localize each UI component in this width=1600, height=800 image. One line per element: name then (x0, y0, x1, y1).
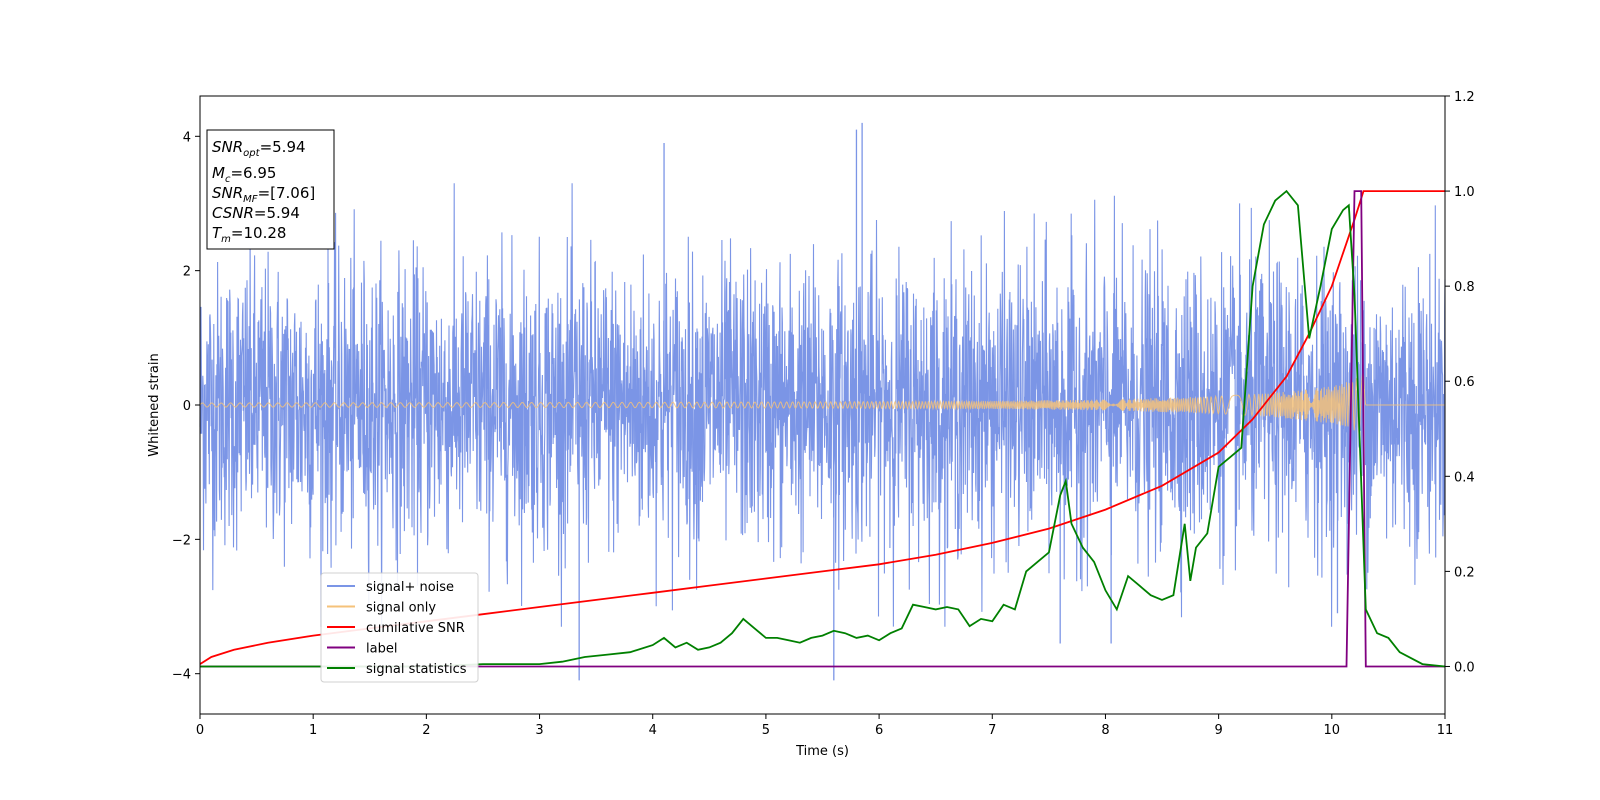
x-tick-label: 5 (762, 723, 770, 738)
info-box-frame (206, 129, 335, 250)
x-tick-label: 8 (1101, 723, 1109, 738)
axes: 0 1 2 3 4 5 6 7 8 9 10 11 −4 −2 0 2 4 0.0 0.2 0.4 0.6 0.8 1.0 1… (172, 90, 1475, 738)
x-tick-label: 9 (1214, 723, 1222, 738)
y-axis-label-left: Whitened strain (147, 353, 162, 456)
x-tick-label: 10 (1324, 723, 1341, 738)
x-tick-label: 4 (649, 723, 657, 738)
x-tick-label: 6 (875, 723, 883, 738)
y-right-tick-label: 0.2 (1454, 565, 1475, 580)
y-left-tick-label: 2 (183, 265, 191, 280)
legend-label: signal+ noise (366, 580, 454, 595)
legend-frame (320, 572, 479, 683)
label-line (200, 190, 1445, 668)
signal-noise-series (199, 122, 1446, 681)
signal-only-line (199, 372, 1445, 434)
y-right-tick-label: 1.0 (1454, 185, 1475, 200)
legend-label: label (366, 642, 397, 657)
x-tick-label: 2 (422, 723, 430, 738)
x-tick-label: 11 (1437, 723, 1454, 738)
legend-label: cumilative SNR (366, 621, 465, 636)
y-left-tick-label: −4 (172, 668, 191, 683)
legend-label: signal only (366, 601, 436, 616)
y-right-tick-label: 0.8 (1454, 280, 1475, 295)
legend: signal+ noise signal only cumilative SNR la… (320, 572, 479, 683)
signal-only-series (199, 372, 1445, 434)
signal-noise-line (199, 183, 1446, 627)
signal-statistics-line (200, 189, 1446, 668)
y-left-tick-label: −2 (172, 533, 191, 548)
info-line: CSNR=5.94 (212, 204, 300, 222)
y-left-tick-label: 0 (183, 399, 191, 414)
x-tick-label: 7 (988, 723, 996, 738)
info-line: SNRMF=[7.06] (212, 184, 315, 205)
x-tick-label: 3 (535, 723, 543, 738)
legend-label: signal statistics (366, 662, 467, 677)
info-line: Mc=6.95 (212, 164, 276, 185)
info-line: SNRopt=5.94 (212, 138, 306, 159)
y-right-tick-label: 1.2 (1454, 90, 1475, 105)
y-right-tick-label: 0.6 (1454, 375, 1475, 390)
x-tick-label: 0 (196, 723, 204, 738)
y-right-tick-label: 0.4 (1454, 470, 1475, 485)
y-left-tick-label: 4 (183, 130, 191, 145)
y-right-tick-label: 0.0 (1454, 660, 1475, 675)
x-tick-label: 1 (309, 723, 317, 738)
info-line: Tm=10.28 (212, 224, 286, 245)
x-axis-label: Time (s) (795, 744, 849, 759)
